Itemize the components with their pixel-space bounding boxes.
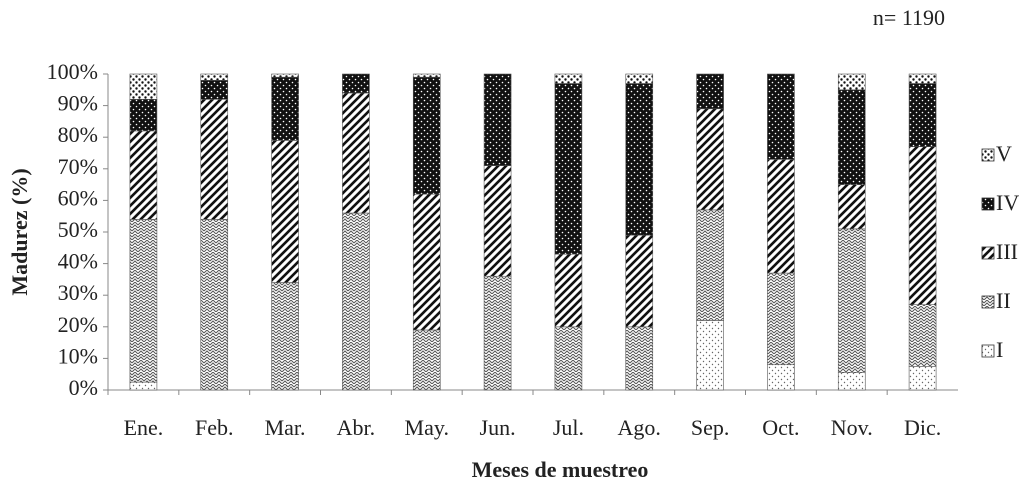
bar-segment (200, 73, 229, 81)
bar-segment (129, 219, 158, 383)
y-tick-label: 10% (58, 343, 98, 368)
legend-swatch (981, 295, 995, 309)
legend-swatch (981, 148, 995, 162)
bar-segment (412, 193, 441, 331)
legend-label: II (996, 288, 1011, 313)
bar-segment (696, 320, 724, 391)
y-tick-label: 60% (58, 185, 98, 210)
legend-label: IV (996, 190, 1019, 215)
bar-segment (625, 73, 654, 84)
bar-segment (696, 209, 724, 321)
bar-segment (625, 83, 654, 236)
annotation: n= 1190 (873, 5, 945, 30)
x-tick-label: Jun. (480, 415, 516, 440)
legend-label: III (996, 239, 1018, 264)
legend-label: I (996, 337, 1003, 362)
bar-segment (554, 73, 583, 84)
y-tick-label: 80% (58, 122, 98, 147)
x-tick-label: Ago. (618, 415, 661, 440)
bar-segment (767, 272, 795, 366)
bar-segment (554, 253, 583, 328)
bar-segment (837, 73, 866, 91)
y-tick-label: 20% (58, 312, 98, 337)
x-tick-label: Feb. (195, 415, 234, 440)
bar-segment (696, 73, 724, 110)
y-tick-label: 0% (69, 375, 98, 400)
x-tick-label: Nov. (831, 415, 873, 440)
bar-segment (483, 275, 512, 391)
bar-segment (271, 140, 299, 283)
bar-segment (767, 73, 795, 160)
bar-segment (342, 92, 370, 214)
bar-segment (271, 282, 299, 391)
x-tick-label: Mar. (265, 415, 306, 440)
bar-segment (342, 73, 370, 94)
bar-segment (837, 228, 866, 373)
y-tick-label: 70% (58, 154, 98, 179)
x-tick-label: Sep. (691, 415, 730, 440)
bar-segment (625, 234, 654, 328)
bar-segment (908, 304, 937, 367)
bar-segment (554, 83, 583, 255)
bar-segment (342, 212, 370, 391)
bar-segment (483, 165, 512, 277)
y-tick-label: 40% (58, 249, 98, 274)
y-tick-label: 30% (58, 280, 98, 305)
bar-segment (908, 146, 937, 305)
bar-segment (767, 159, 795, 274)
bar-segment (837, 372, 866, 391)
bar-segment (412, 329, 441, 391)
bar-segment (129, 130, 158, 220)
bar-segment (200, 80, 229, 100)
legend-swatch (981, 197, 995, 211)
legend-swatch (981, 344, 995, 358)
legend-swatch (981, 246, 995, 260)
x-tick-label: Ene. (124, 415, 164, 440)
x-tick-label: May. (405, 415, 449, 440)
legend-label: V (996, 141, 1012, 166)
bar-segment (837, 89, 866, 185)
x-tick-label: Dic. (904, 415, 941, 440)
bar-segment (129, 73, 158, 100)
bar-segment (129, 381, 158, 391)
bar-segment (625, 326, 654, 391)
y-tick-label: 50% (58, 217, 98, 242)
x-tick-label: Oct. (762, 415, 799, 440)
bar-segment (200, 98, 229, 220)
y-tick-label: 90% (58, 91, 98, 116)
x-axis-title: Meses de muestreo (472, 457, 649, 482)
x-tick-label: Abr. (337, 415, 376, 440)
bar-segment (412, 73, 441, 78)
bar-segment (483, 73, 512, 166)
bar-segment (129, 98, 158, 132)
bar-segment (908, 73, 937, 84)
bar-segment (837, 184, 866, 230)
bar-segment (554, 326, 583, 391)
bar-segment (271, 76, 299, 141)
bar-segment (271, 73, 299, 78)
bar-segment (200, 219, 229, 391)
bar-segment (412, 76, 441, 195)
y-tick-label: 100% (47, 59, 98, 84)
x-tick-label: Jul. (553, 415, 584, 440)
y-axis-title: Madurez (%) (7, 168, 32, 295)
bar-segment (767, 364, 795, 391)
bar-segment (908, 83, 937, 147)
bar-segment (908, 365, 937, 391)
bar-segment (696, 108, 724, 211)
